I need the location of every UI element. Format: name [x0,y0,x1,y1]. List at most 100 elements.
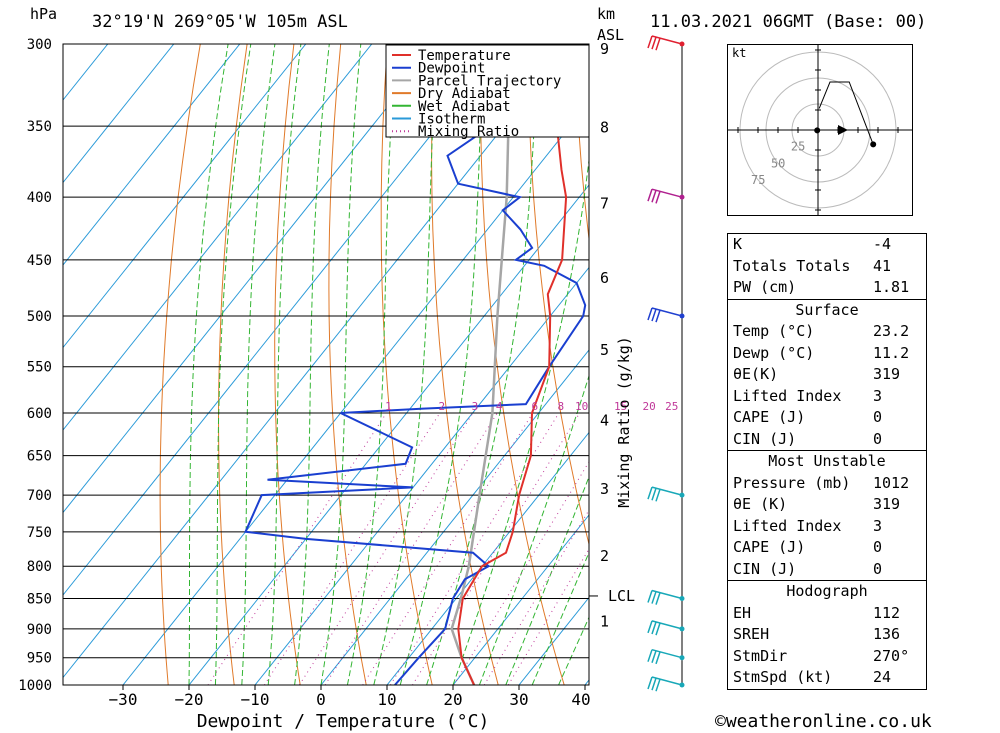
mixing-ratio-label: 8 [558,400,565,413]
table-row: θE (K) 319 [728,494,926,516]
wind-barb-flag [647,649,653,662]
wind-barb-shaft [651,188,683,198]
wind-barb-shaft [651,486,683,496]
surface-title: Surface [795,300,859,319]
wet-adiabat-line [294,44,330,685]
hodograph-section: Hodograph EH 112 SREH 136 StmDir 270° StmSpd (… [728,580,926,689]
pressure-tick-label: 450 [27,253,52,269]
hodograph-unit-label: kt [732,46,746,60]
mixing-ratio-line [298,412,474,685]
isotherm-line [386,431,589,685]
km-tick-label: 2 [600,547,609,565]
hodograph-ring-label: 50 [771,156,785,170]
wet-adiabat-line [188,44,229,685]
isotherm-line [63,44,109,101]
wind-barb-flag [647,188,653,202]
legend-entry: Dewpoint [418,61,485,77]
copyright-credit[interactable]: ©weatheronline.co.uk [715,711,932,732]
row-label: Temp (°C) [733,322,815,340]
mixing-ratio-label: 20 [642,400,655,413]
x-tick-label: 40 [571,690,590,709]
table-row: PW (cm) 1.81 [728,277,926,299]
mixing-ratio-label: 3 [472,400,479,413]
isotherm-line [63,44,505,596]
mixing-ratio-line [263,412,441,685]
row-value: 23.2 [873,322,910,340]
x-tick-label: 20 [443,690,462,709]
km-tick-label: 6 [600,269,609,287]
x-tick-label: 30 [509,690,528,709]
x-axis-title: Dewpoint / Temperature (°C) [197,711,490,732]
row-label: K [733,235,743,253]
pressure-tick-label: 800 [27,559,52,575]
x-tick-label: 10 [377,690,396,709]
wind-barb-flag [651,677,657,691]
wind-barb-flag [655,592,661,605]
row-label: θE(K) [733,365,779,383]
wind-barb-flag [647,35,653,49]
isotherm-line [63,44,175,184]
table-row: CAPE (J) 0 [728,537,926,559]
isotherm-line [452,514,589,685]
wind-barb-shaft [651,676,683,686]
mixing-ratio-label: 1 [385,400,392,413]
hodograph-point [870,141,877,148]
table-row: EH 112 [728,603,926,625]
hodograph-ring-label: 25 [791,140,805,154]
wind-barb-flag [655,622,661,636]
table-row: SREH 136 [728,624,926,646]
dewpoint-line [244,44,587,685]
isotherm-line [63,44,373,431]
temperature-line [457,44,568,685]
wind-barb-flag [651,650,657,664]
pressure-tick-label: 950 [27,651,52,667]
hodograph-ring-label: 75 [751,173,765,187]
mixing-ratio-axis-title: Mixing Ratio (g/kg) [615,336,633,508]
mixing-ratio-label: 25 [665,400,678,413]
row-value: -4 [873,235,892,253]
km-label: km [597,5,616,23]
pressure-tick-label: 600 [27,406,52,422]
row-value: 0 [873,429,883,448]
wet-adiabat-line [214,44,252,685]
row-value: 319 [873,495,901,513]
table-row: Totals Totals 41 [728,256,926,278]
mixing-ratio-label: 2 [439,400,446,413]
hodograph: kt 25 50 75 [727,44,913,216]
row-label: StmDir [733,646,788,665]
row-label: PW (cm) [733,278,797,296]
km-tick-label: 8 [600,118,609,136]
asl-label: ASL [597,26,625,44]
pressure-tick-label: 850 [27,591,52,607]
mixing-ratio-line [453,460,589,685]
row-label: Lifted Index [733,386,842,405]
wind-barb-flag [647,590,653,603]
wind-barb-shaft [651,307,683,317]
isotherm-line [63,44,241,266]
dry-adiabat-line [159,44,201,685]
row-value: 0 [873,408,883,426]
km-tick-label: 1 [600,613,609,631]
isotherm-line [63,44,571,679]
legend-entry: Isotherm [418,112,485,128]
dry-adiabat-line [574,44,589,243]
wind-barb-flag [647,676,653,690]
row-value: 270° [873,646,910,665]
table-row: Dewp (°C) 11.2 [728,343,926,365]
wind-barb-flag [655,191,661,204]
row-label: Lifted Index [733,516,842,535]
pressure-tick-label: 300 [27,37,52,53]
row-label: SREH [733,625,770,643]
row-label: Pressure (mb) [733,473,851,492]
wind-barb-flag [647,620,653,634]
wind-barb-shaft [651,620,683,630]
legend-entry: Dry Adiabat [418,86,511,102]
dry-adiabat-line [996,44,1000,685]
x-tick-label: −30 [109,690,138,709]
wind-barb-flag [655,489,661,502]
isotherm-line [188,184,589,685]
x-tick-label: −20 [175,690,204,709]
table-row: Temp (°C) 23.2 [728,321,926,343]
table-row: StmSpd (kt) 24 [728,667,926,689]
